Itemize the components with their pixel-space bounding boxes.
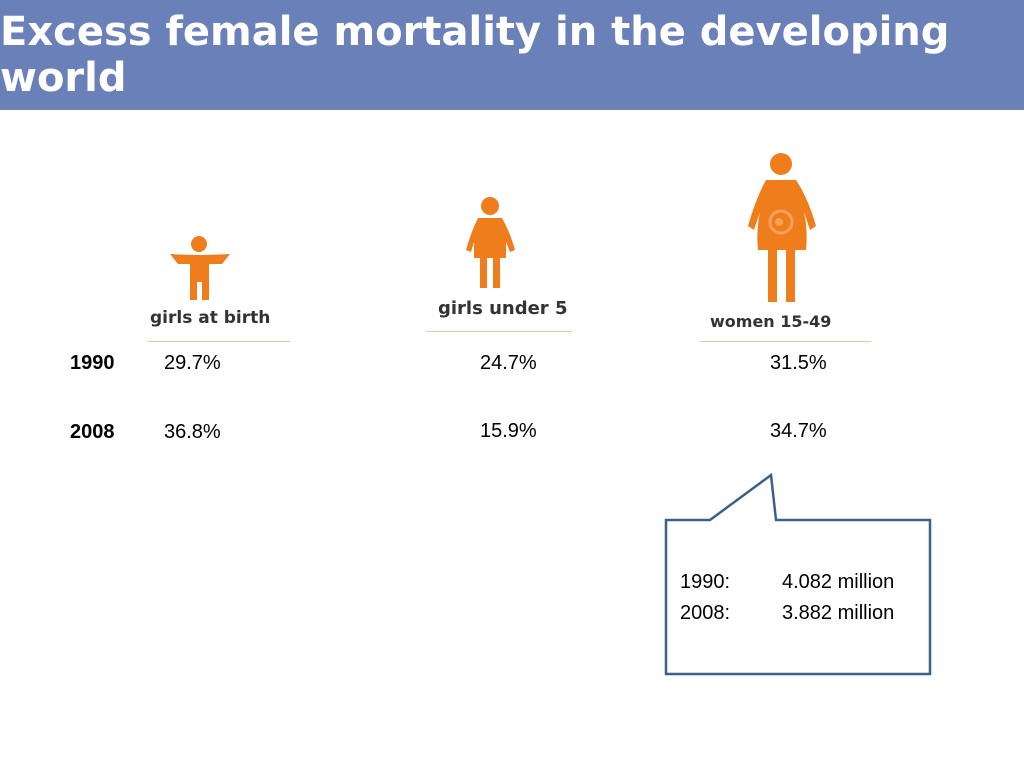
value-girls-under-5-2008: 15.9% [480, 420, 537, 442]
baby-girl-icon [170, 236, 230, 300]
callout-year-2008: 2008: [680, 602, 731, 624]
page-title: Excess female mortality in the developin… [0, 9, 950, 101]
callout-box: 1990: 4.082 million 2008: 3.882 million [660, 470, 936, 680]
group-label-girls-at-birth: girls at birth [150, 308, 271, 328]
value-girls-at-birth-2008: 36.8% [164, 421, 221, 443]
value-women-15-49-1990: 31.5% [770, 352, 827, 374]
callout-value-1990: 4.082 million [782, 571, 895, 593]
divider [148, 341, 291, 342]
group-label-women-15-49: women 15-49 [710, 312, 832, 331]
girl-icon [466, 197, 515, 288]
group-label-girls-under-5: girls under 5 [438, 298, 568, 319]
divider [426, 331, 572, 332]
year-label-1990: 1990 [70, 352, 115, 374]
value-girls-under-5-1990: 24.7% [480, 352, 537, 374]
value-girls-at-birth-1990: 29.7% [164, 352, 221, 374]
divider [700, 341, 871, 342]
header-bar: Excess female mortality in the developin… [0, 0, 1024, 110]
year-label-2008: 2008 [70, 421, 115, 443]
value-women-15-49-2008: 34.7% [770, 420, 827, 442]
callout-value-2008: 3.882 million [782, 602, 895, 624]
callout-year-1990: 1990: [680, 571, 731, 593]
pregnant-woman-icon [748, 153, 816, 302]
